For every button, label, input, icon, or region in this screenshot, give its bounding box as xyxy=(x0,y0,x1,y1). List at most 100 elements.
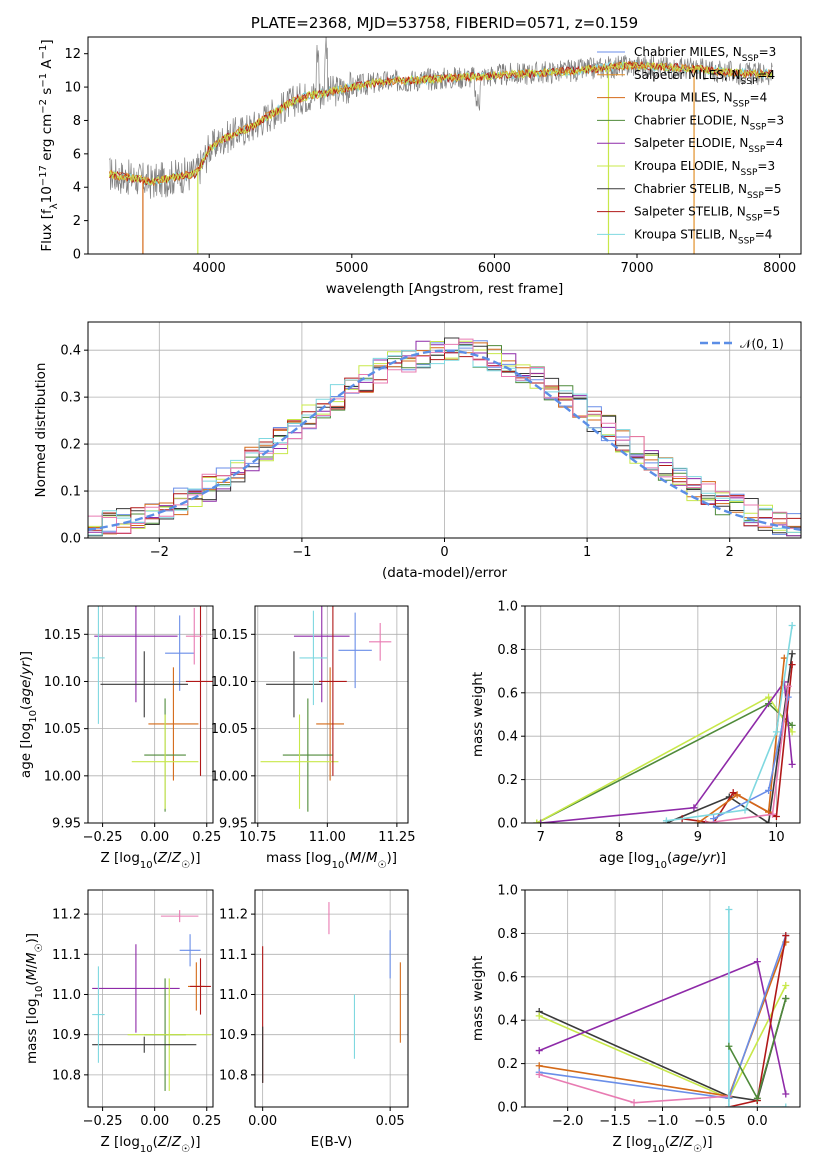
x-tick-label: 10 xyxy=(768,830,785,845)
axes-frame xyxy=(524,605,801,824)
y-tick-label: 12 xyxy=(64,47,81,62)
legend-count: =3 xyxy=(757,159,775,173)
weight-marker xyxy=(753,1094,761,1102)
weight-marker xyxy=(725,1042,733,1050)
x-tick-label: 1 xyxy=(583,545,591,560)
weight-marker xyxy=(784,682,792,690)
y-tick-label: 9.95 xyxy=(52,817,81,832)
legend-label: Kroupa MILES, N xyxy=(634,91,733,105)
x-tick-label: 0.00 xyxy=(248,1114,277,1129)
y-tick-label: 10.15 xyxy=(211,628,248,643)
legend-subscript: SSP xyxy=(750,122,767,132)
y-tick-label: 1.0 xyxy=(497,600,518,615)
weight-series-line xyxy=(728,909,786,1107)
weight-marker xyxy=(725,906,733,914)
weight-marker xyxy=(788,622,796,630)
weight-marker xyxy=(702,819,710,823)
legend-subscript: SSP xyxy=(738,236,755,246)
weight-marker xyxy=(537,819,545,823)
legend-entry: Chabrier STELIB, NSSP=5 xyxy=(634,182,782,201)
y-tick-label: 11.2 xyxy=(52,908,81,923)
legend-subscript: SSP xyxy=(747,191,764,201)
weight-series-line xyxy=(536,702,793,823)
histogram-step-line xyxy=(88,338,801,538)
y-tick-label: 1.0 xyxy=(497,884,518,899)
legend-count: =4 xyxy=(765,136,783,150)
weight-marker xyxy=(782,1090,790,1098)
weight-marker xyxy=(535,1062,543,1070)
mass_vs_Z-axes: −0.25 0.00 0.25 10.8 10.9 11.0 11.1 11.2 xyxy=(52,890,221,1129)
legend-label: Kroupa STELIB, N xyxy=(634,227,738,241)
legend-label: Chabrier MILES, N xyxy=(634,45,742,59)
legend-label: Salpeter STELIB, N xyxy=(634,205,746,219)
weight-marker xyxy=(725,1103,733,1107)
y-tick-label: 0.2 xyxy=(497,1057,518,1072)
x-tick-label: −1.0 xyxy=(647,1114,679,1129)
weight-marker xyxy=(765,786,773,794)
x-axis-label: mass [log10(M/M☉)] xyxy=(266,850,397,871)
x-tick-label: −2 xyxy=(150,545,169,560)
legend-entry: Kroupa ELODIE, NSSP=3 xyxy=(634,159,775,178)
y-tick-label: 11.0 xyxy=(219,988,248,1003)
y-tick-label: 2 xyxy=(73,214,81,229)
legend-count: =5 xyxy=(763,205,781,219)
axes-frame xyxy=(254,605,409,824)
legend-entry: Salpeter ELODIE, NSSP=4 xyxy=(634,136,783,155)
weight-marker xyxy=(765,819,773,823)
x-axis-label: E(B-V) xyxy=(311,1134,353,1150)
y-tick-label: 0.2 xyxy=(497,773,518,788)
y-tick-label: 11.1 xyxy=(52,948,81,963)
legend-entry: Chabrier MILES, NSSP=3 xyxy=(634,45,776,64)
legend-entry: Kroupa STELIB, NSSP=4 xyxy=(634,227,772,246)
age_vs_mass-plot xyxy=(260,606,392,812)
x-tick-label: 0.05 xyxy=(376,1114,405,1129)
legend-label: Chabrier STELIB, N xyxy=(634,182,747,196)
legend-label: Kroupa ELODIE, N xyxy=(634,159,741,173)
y-axis-label: mass weight xyxy=(470,956,486,1041)
x-tick-label: 0.00 xyxy=(140,1114,169,1129)
weight-marker xyxy=(784,693,792,701)
legend-entry: 𝒩(0, 1) xyxy=(740,337,784,351)
mass_vs_ebv-plot xyxy=(262,902,401,1083)
chart-title: PLATE=2368, MJD=53758, FIBERID=0571, z=0… xyxy=(251,14,638,32)
y-tick-label: 10.8 xyxy=(219,1068,248,1083)
x-tick-label: 0.00 xyxy=(140,830,169,845)
y-tick-label: 10.9 xyxy=(52,1028,81,1043)
legend-subscript: SSP xyxy=(733,100,750,110)
weight-marker xyxy=(788,661,796,669)
y-tick-label: 0.0 xyxy=(497,1101,518,1116)
spectrum-plot xyxy=(109,37,773,254)
x-tick-label: −0.25 xyxy=(83,1114,123,1129)
x-tick-label: 0.0 xyxy=(747,1114,768,1129)
x-tick-label: 2 xyxy=(726,545,734,560)
x-axis-label: Z [log10(Z/Z☉)] xyxy=(613,1134,713,1155)
weight-marker xyxy=(769,810,776,818)
y-tick-label: 11.2 xyxy=(219,908,248,923)
legend-subscript: SSP xyxy=(741,168,758,178)
y-tick-label: 8 xyxy=(73,114,81,129)
legend-subscript: SSP xyxy=(748,145,765,155)
legend-entry: Salpeter STELIB, NSSP=5 xyxy=(634,205,780,224)
y-axis-label: mass [log10(M/M☉)] xyxy=(24,933,45,1064)
weight-series-line xyxy=(666,625,793,822)
weight-marker xyxy=(753,958,761,966)
y-tick-label: 4 xyxy=(73,181,81,196)
legend-entry: Kroupa MILES, NSSP=4 xyxy=(634,91,767,110)
weight-marker xyxy=(782,995,790,1002)
x-tick-label: 0.25 xyxy=(192,1114,221,1129)
y-tick-label: 0.0 xyxy=(60,532,81,547)
y-tick-label: 10.05 xyxy=(44,722,81,737)
weight_vs_age-plot xyxy=(533,622,796,823)
weight-marker xyxy=(535,1047,543,1055)
y-tick-label: 0.3 xyxy=(60,391,81,406)
weight-marker xyxy=(535,1012,543,1020)
x-axis-label: (data-model)/error xyxy=(382,565,508,581)
weight-marker xyxy=(782,981,790,989)
y-axis-label: age [log10(age/yr)] xyxy=(18,651,39,778)
x-tick-label: 10.75 xyxy=(239,830,276,845)
x-tick-label: −0.25 xyxy=(83,830,123,845)
y-tick-label: 10.8 xyxy=(52,1068,81,1083)
legend-subscript: SSP xyxy=(742,54,759,64)
y-tick-label: 10.9 xyxy=(219,1028,248,1043)
